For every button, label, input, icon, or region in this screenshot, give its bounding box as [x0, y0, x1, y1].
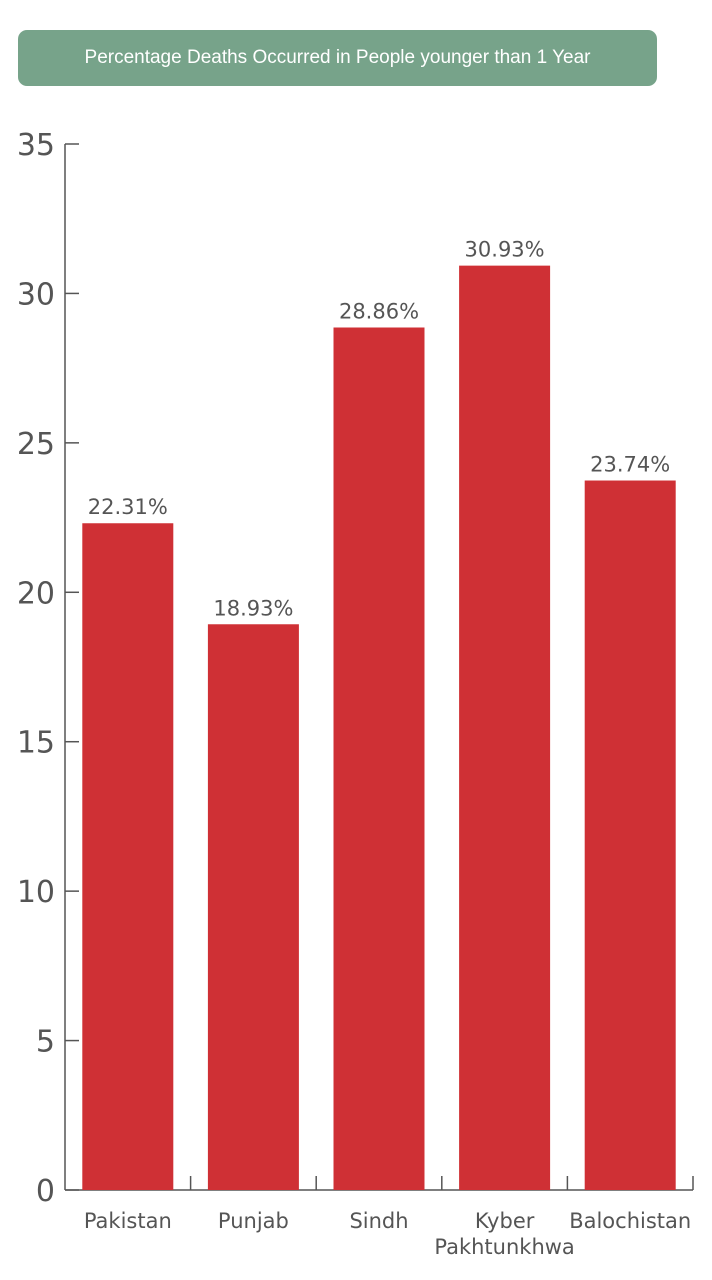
category-label: Sindh	[349, 1209, 408, 1233]
y-axis: 0 5 10 15 20 25 30 35	[17, 128, 79, 1209]
category-label: Balochistan	[569, 1209, 691, 1233]
data-labels: 22.31% 18.93% 28.86% 30.93% 23.74%	[88, 238, 670, 621]
bar	[584, 480, 676, 1190]
data-label: 22.31%	[88, 495, 168, 519]
category-label: Punjab	[218, 1209, 289, 1233]
category-label: Pakhtunkhwa	[434, 1235, 574, 1259]
category-label: Kyber	[475, 1209, 535, 1233]
data-label: 30.93%	[465, 238, 545, 262]
data-label: 28.86%	[339, 299, 419, 323]
category-label: Pakistan	[84, 1209, 172, 1233]
data-label: 18.93%	[213, 596, 293, 620]
bar	[207, 624, 299, 1190]
y-tick-label: 5	[36, 1025, 55, 1060]
data-label: 23.74%	[590, 453, 670, 477]
chart-title: Percentage Deaths Occurred in People you…	[18, 30, 657, 86]
bar	[459, 265, 551, 1190]
y-tick-label: 15	[17, 726, 55, 761]
y-tick-label: 35	[17, 128, 55, 163]
bar	[333, 327, 425, 1190]
bars	[82, 265, 676, 1190]
y-tick-label: 10	[17, 875, 55, 910]
y-tick-label: 20	[17, 576, 55, 611]
y-tick-label: 0	[36, 1174, 55, 1209]
category-labels: Pakistan Punjab Sindh KyberPakhtunkhwaBaloc…	[84, 1209, 691, 1259]
bar	[82, 523, 174, 1190]
y-tick-label: 25	[17, 427, 55, 462]
y-tick-label: 30	[17, 277, 55, 312]
